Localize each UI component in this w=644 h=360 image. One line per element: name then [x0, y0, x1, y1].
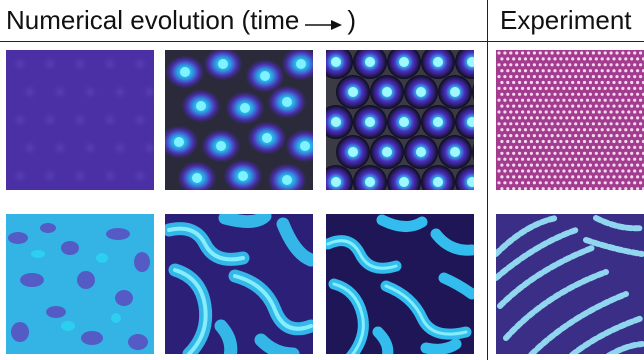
figure-header: Numerical evolution (time) Experiment: [0, 0, 644, 42]
long-right-arrow-icon: [305, 7, 343, 37]
numerical-evolution-label-end: ): [347, 5, 356, 35]
column-divider: [487, 0, 488, 360]
sim-spots-early-panel: [6, 50, 154, 190]
experiment-title: Experiment: [500, 5, 632, 35]
sim-stripes-mid-panel: [165, 214, 313, 354]
numerical-evolution-title: Numerical evolution (time): [6, 5, 356, 37]
sim-spots-mid-panel: [165, 50, 313, 190]
sim-stripes-early-panel: [6, 214, 154, 354]
exp-stripes-panel: [496, 214, 644, 354]
sim-stripes-late-panel: [326, 214, 474, 354]
exp-spots-panel: [496, 50, 644, 190]
numerical-evolution-label: Numerical evolution (time: [6, 5, 300, 35]
sim-spots-late-panel: [326, 50, 474, 190]
header-divider: [0, 41, 644, 42]
